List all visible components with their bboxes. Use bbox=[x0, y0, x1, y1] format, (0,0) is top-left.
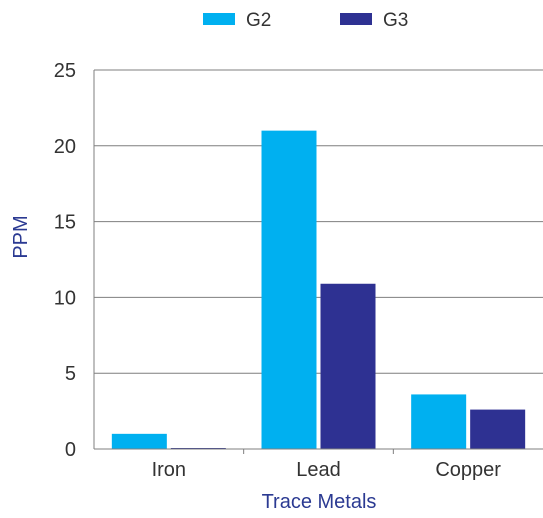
y-tick-label: 15 bbox=[54, 212, 76, 234]
y-tick-labels: 0 5 10 15 20 25 bbox=[54, 60, 76, 461]
axes bbox=[93, 70, 543, 454]
legend-label-g3: G3 bbox=[383, 10, 408, 31]
bar-g2-copper bbox=[411, 394, 467, 449]
x-axis-title: Trace Metals bbox=[262, 491, 377, 513]
bar-g3-lead bbox=[320, 283, 376, 449]
bar-g3-copper bbox=[470, 409, 526, 449]
x-tick-label: Lead bbox=[296, 459, 341, 481]
gridlines bbox=[94, 69, 543, 374]
y-tick-label: 0 bbox=[65, 439, 76, 461]
y-tick-label: 25 bbox=[54, 60, 76, 82]
legend-label-g2: G2 bbox=[246, 10, 271, 31]
bar-g2-iron bbox=[111, 433, 167, 449]
bar-g2-lead bbox=[261, 130, 317, 449]
legend-swatch-g2 bbox=[203, 13, 235, 25]
legend-swatch-g3 bbox=[340, 13, 372, 25]
x-tick-label: Copper bbox=[435, 459, 501, 481]
y-tick-label: 10 bbox=[54, 287, 76, 309]
y-axis-title: PPM bbox=[10, 215, 32, 258]
x-tick-label: Iron bbox=[152, 459, 186, 481]
y-tick-label: 20 bbox=[54, 136, 76, 158]
y-tick-label: 5 bbox=[65, 363, 76, 385]
bars bbox=[111, 130, 526, 449]
x-tick-labels: Iron Lead Copper bbox=[152, 459, 502, 481]
legend: G2 G3 bbox=[203, 10, 408, 31]
